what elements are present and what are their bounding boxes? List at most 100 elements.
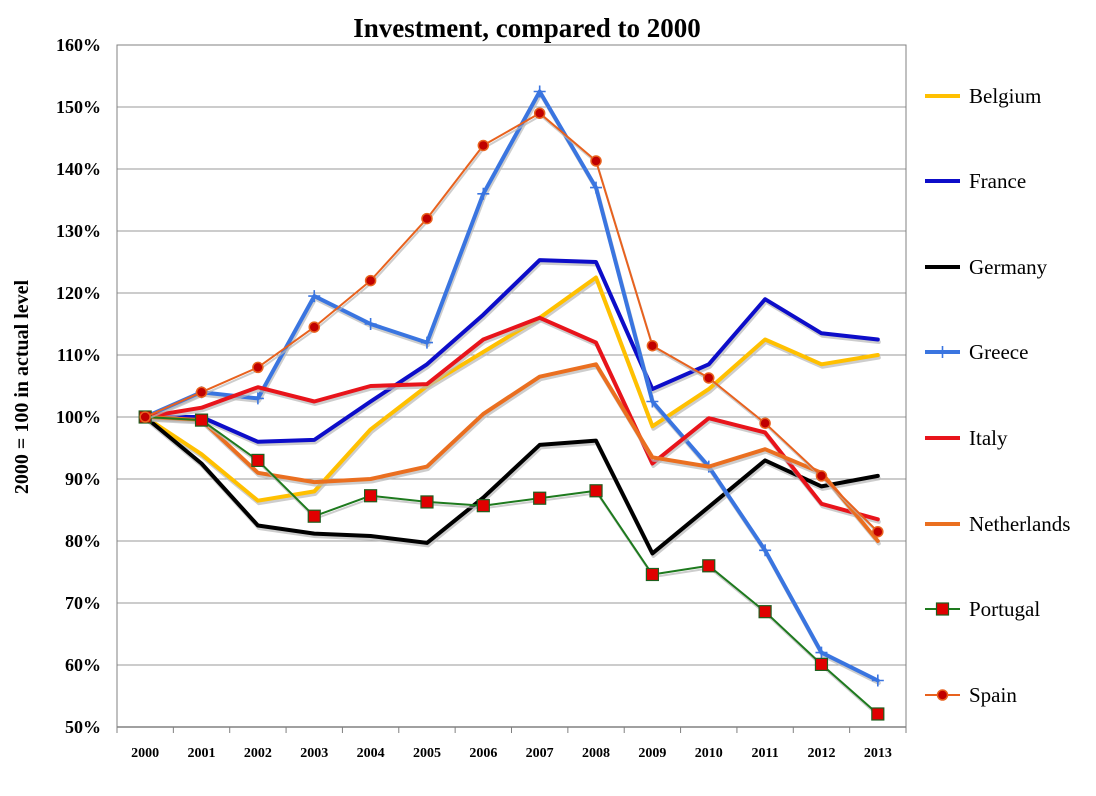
data-point <box>759 544 772 557</box>
data-point <box>420 336 433 349</box>
data-point <box>364 274 377 287</box>
legend-item-spain: Spain <box>925 683 1017 707</box>
legend-label: Germany <box>969 255 1048 279</box>
data-point <box>139 411 151 423</box>
series-greece <box>139 85 884 687</box>
series-line <box>143 415 880 556</box>
data-point <box>871 674 884 687</box>
y-tick-label: 140% <box>56 159 101 179</box>
series-line <box>143 89 880 683</box>
series-germany <box>143 415 881 558</box>
x-tick-label: 2010 <box>695 746 723 761</box>
y-tick-label: 150% <box>56 97 101 117</box>
series-portugal <box>138 410 885 721</box>
y-tick-label: 120% <box>56 283 101 303</box>
x-tick-label: 2000 <box>131 746 159 761</box>
data-point <box>646 395 659 408</box>
y-tick-label: 70% <box>65 593 101 613</box>
data-point <box>815 646 828 659</box>
axes: 50% 60% 70% 80% 90% 100% 110% 120% 130% 140% 150% 1… <box>56 35 907 761</box>
series-shadow <box>144 278 881 506</box>
data-point <box>815 470 828 482</box>
data-point <box>646 339 659 352</box>
x-tick-label: 2001 <box>188 746 216 761</box>
x-tick-label: 2012 <box>807 746 835 761</box>
data-point <box>194 413 209 427</box>
data-point <box>533 85 546 98</box>
x-tick-label: 2009 <box>638 746 666 761</box>
legend-label: Belgium <box>969 84 1041 108</box>
series-shadow <box>144 364 881 546</box>
data-point <box>703 372 715 384</box>
legend-label: Portugal <box>969 597 1040 621</box>
legend-label: France <box>969 169 1026 193</box>
series-spain <box>139 107 884 538</box>
x-tick-label: 2006 <box>469 746 497 761</box>
grid <box>117 44 906 666</box>
series-shadow <box>145 418 880 718</box>
series-layer <box>138 85 885 721</box>
y-tick-label: 60% <box>65 655 101 675</box>
legend-item-france: France <box>925 169 1026 193</box>
x-tick-label: 2004 <box>357 746 385 761</box>
x-tick-label: 2003 <box>300 746 328 761</box>
x-tick-label: 2011 <box>751 746 778 761</box>
y-tick-label: 90% <box>65 469 101 489</box>
series-netherlands <box>143 362 881 546</box>
legend-item-portugal: Portugal <box>925 597 1040 621</box>
data-point <box>645 567 659 582</box>
series-line <box>143 258 880 444</box>
legend-marker <box>936 346 949 358</box>
series-italy <box>143 315 881 524</box>
data-point <box>759 417 771 429</box>
data-point <box>364 489 378 503</box>
series-line <box>143 275 880 503</box>
data-point <box>871 707 885 721</box>
x-tick-label: 2008 <box>582 746 610 761</box>
legend-item-netherlands: Netherlands <box>925 512 1070 536</box>
x-tick-label: 2013 <box>864 746 892 761</box>
data-point <box>533 491 547 505</box>
y-tick-label: 160% <box>56 35 101 55</box>
data-point <box>308 321 320 333</box>
data-point <box>590 155 602 167</box>
data-point <box>702 559 716 573</box>
data-point <box>421 212 433 225</box>
legend-label: Greece <box>969 340 1028 364</box>
legend-label: Italy <box>969 426 1008 450</box>
legend-marker <box>935 602 950 616</box>
series-france <box>143 258 881 447</box>
data-point <box>195 386 208 398</box>
legend-item-greece: Greece <box>925 340 1028 364</box>
series-shadow <box>144 318 881 524</box>
data-point <box>308 290 321 303</box>
data-point <box>477 139 490 152</box>
data-point <box>758 605 772 619</box>
data-point <box>477 187 490 200</box>
y-axis-label: 2000 = 100 in actual level <box>11 279 33 494</box>
data-point <box>814 657 829 671</box>
series-shadow <box>145 114 880 536</box>
legend-item-germany: Germany <box>925 255 1048 279</box>
x-tick-label: 2005 <box>413 746 441 761</box>
series-line <box>144 112 879 533</box>
x-tick-label: 2007 <box>526 746 554 761</box>
y-tick-label: 80% <box>65 531 101 551</box>
data-point <box>589 484 603 498</box>
series-belgium <box>143 275 881 506</box>
legend: Belgium France Germany Greece Italy Netherlan… <box>925 84 1070 707</box>
data-point <box>590 181 603 194</box>
legend-label: Spain <box>969 683 1017 707</box>
series-shadow <box>144 417 881 558</box>
data-point <box>307 509 321 523</box>
series-line <box>143 315 880 522</box>
series-line <box>144 416 879 715</box>
data-point <box>252 361 264 374</box>
y-tick-label: 100% <box>56 407 101 427</box>
data-point <box>251 392 264 405</box>
y-tick-label: 110% <box>57 345 101 365</box>
data-point <box>476 499 490 513</box>
data-point <box>251 453 265 467</box>
